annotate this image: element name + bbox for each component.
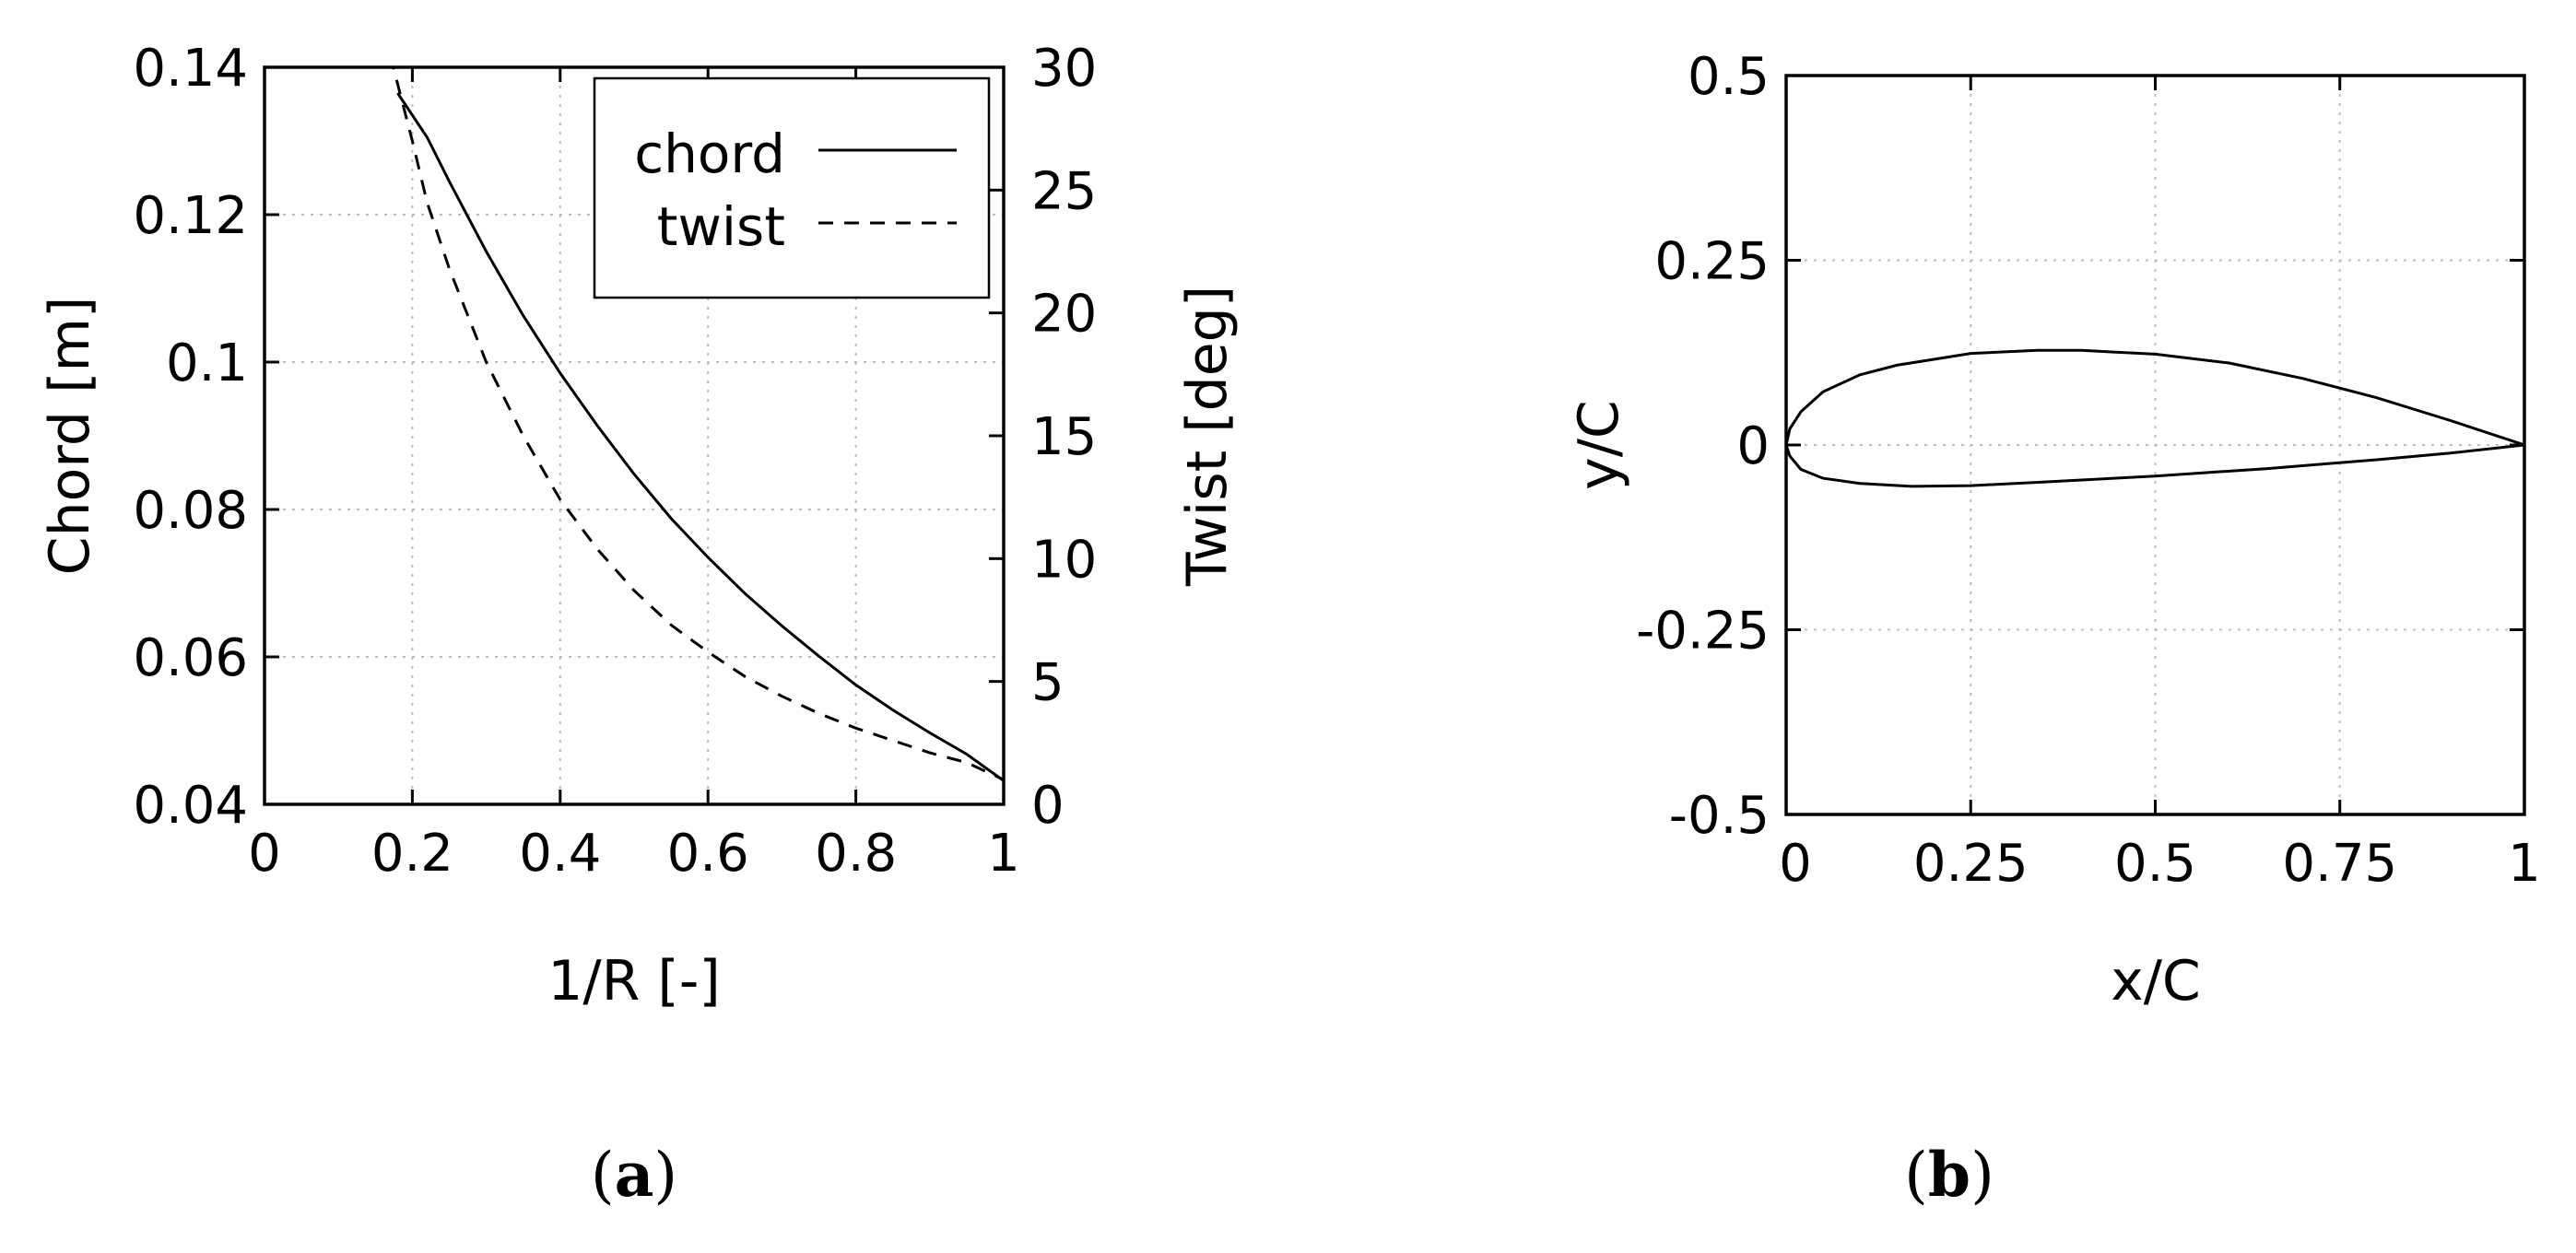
y-tick-label: 0.5	[1688, 47, 1770, 107]
panel-b-y-tick-labels: -0.5 -0.25 0 0.25 0.5	[1636, 47, 1770, 846]
legend-label-twist: twist	[657, 195, 785, 258]
y-tick-label: 0.04	[133, 776, 248, 836]
y-tick-label: 0.1	[166, 334, 248, 393]
y-tick-label: 0.25	[1654, 232, 1770, 292]
y2-tick-label: 30	[1031, 39, 1097, 99]
y2-tick-label: 10	[1031, 530, 1097, 590]
x-tick-label: 0.8	[815, 824, 897, 884]
x-tick-label: 1	[2508, 834, 2541, 894]
y-tick-label: 0.06	[133, 628, 248, 688]
panel-a-x-axis-label: 1/R [-]	[547, 949, 721, 1013]
y2-tick-label: 20	[1031, 285, 1097, 345]
panel-a-ticks	[263, 65, 1006, 806]
x-tick-label: 0.4	[519, 824, 601, 884]
legend-box	[593, 76, 991, 299]
x-tick-label: 0.25	[1913, 834, 2029, 894]
panel-a-chord-twist-chart: 0 0.2 0.4 0.6 0.8 1 0.04 0.06 0.08 0.1 0.12 0.14 0…	[38, 39, 1240, 1211]
y-tick-label: 0.08	[133, 481, 248, 541]
panel-b-ticks	[1784, 74, 2526, 816]
panel-b-x-tick-labels: 0 0.25 0.5 0.75 1	[1779, 834, 2541, 894]
panel-a-y2-tick-labels: 0 5 10 15 20 25 30	[1031, 39, 1097, 836]
y2-tick-label: 15	[1031, 407, 1097, 467]
panel-a-y-axis-label: Chord [m]	[38, 297, 102, 576]
panel-b-x-axis-label: x/C	[2111, 949, 2201, 1013]
panel-b-grid	[1786, 76, 2524, 814]
x-tick-label: 0.6	[667, 824, 749, 884]
x-tick-label: 1	[987, 824, 1020, 884]
x-tick-label: 0.75	[2282, 834, 2397, 894]
y2-tick-label: 0	[1031, 776, 1065, 836]
y-tick-label: -0.5	[1669, 786, 1770, 846]
panel-a-curves	[392, 67, 1004, 782]
panel-a-x-tick-labels: 0 0.2 0.4 0.6 0.8 1	[248, 824, 1020, 884]
x-tick-label: 0.2	[371, 824, 453, 884]
y2-tick-label: 25	[1031, 161, 1097, 221]
series-line-twist	[392, 67, 1004, 781]
x-tick-label: 0	[248, 824, 281, 884]
series-line-curve-0	[1786, 348, 2524, 488]
x-tick-label: 0.5	[2114, 834, 2196, 894]
panel-a-legend: chord twist	[593, 76, 991, 299]
y-tick-label: 0.12	[133, 186, 248, 246]
panel-a-label: (a)	[591, 1139, 677, 1211]
x-tick-label: 0	[1779, 834, 1812, 894]
y-tick-label: 0	[1736, 416, 1770, 476]
panel-a-y2-axis-label: Twist [deg]	[1175, 286, 1240, 587]
panel-b-label: (b)	[1904, 1139, 1994, 1211]
legend-label-chord: chord	[634, 123, 785, 185]
panel-b-curves	[1786, 348, 2524, 488]
panel-a-y-tick-labels: 0.04 0.06 0.08 0.1 0.12 0.14	[133, 39, 248, 836]
series-line-chord	[396, 92, 1004, 782]
y-tick-label: 0.14	[133, 39, 248, 99]
y-tick-label: -0.25	[1636, 602, 1770, 662]
y2-tick-label: 5	[1031, 653, 1065, 713]
panel-b-y-axis-label: y/C	[1567, 400, 1631, 490]
